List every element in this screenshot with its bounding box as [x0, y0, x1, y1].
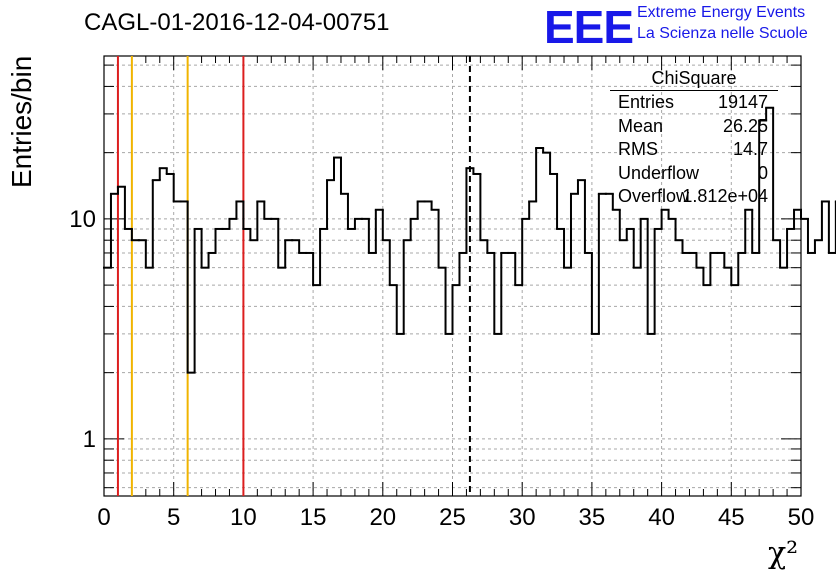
stats-value: 26.25 [722, 116, 768, 136]
stats-key: RMS [618, 139, 658, 159]
x-axis-label: χ² [768, 536, 799, 571]
x-tick-label: 0 [97, 504, 110, 531]
x-tick-label: 20 [369, 504, 396, 531]
stats-box: ChiSquare Entries 19147 Mean 26.25 RMS 1… [610, 68, 780, 208]
stats-value: 14.7 [732, 139, 768, 159]
stats-key: Underflow [618, 163, 700, 183]
stats-value: 0 [757, 163, 768, 183]
stats-value: 19147 [717, 92, 768, 112]
y-axis-label: Entries/bin [6, 55, 37, 188]
x-tick-label: 50 [788, 504, 815, 531]
y-tick-label: 10 [69, 206, 96, 233]
stats-divider [610, 90, 778, 91]
y-tick-label: 1 [83, 426, 96, 453]
x-tick-label: 5 [167, 504, 180, 531]
x-tick-label: 40 [648, 504, 675, 531]
x-tick-label: 45 [718, 504, 745, 531]
x-tick-label: 35 [579, 504, 606, 531]
stats-value: 1.812e+04 [682, 186, 768, 206]
chart-title: CAGL-01-2016-12-04-00751 [84, 9, 390, 36]
eee-logo-line2: La Scienza nelle Scuole [637, 25, 808, 42]
stats-key: Mean [618, 116, 664, 136]
x-tick-label: 15 [300, 504, 327, 531]
eee-logo: EEE [544, 1, 634, 53]
stats-key: Entries [618, 92, 675, 112]
x-tick-label: 30 [509, 504, 536, 531]
x-tick-label: 25 [439, 504, 466, 531]
stats-title: ChiSquare [651, 68, 737, 88]
stats-key: Overflow [618, 186, 690, 206]
eee-logo-line1: Extreme Energy Events [637, 4, 806, 21]
x-tick-label: 10 [230, 504, 257, 531]
